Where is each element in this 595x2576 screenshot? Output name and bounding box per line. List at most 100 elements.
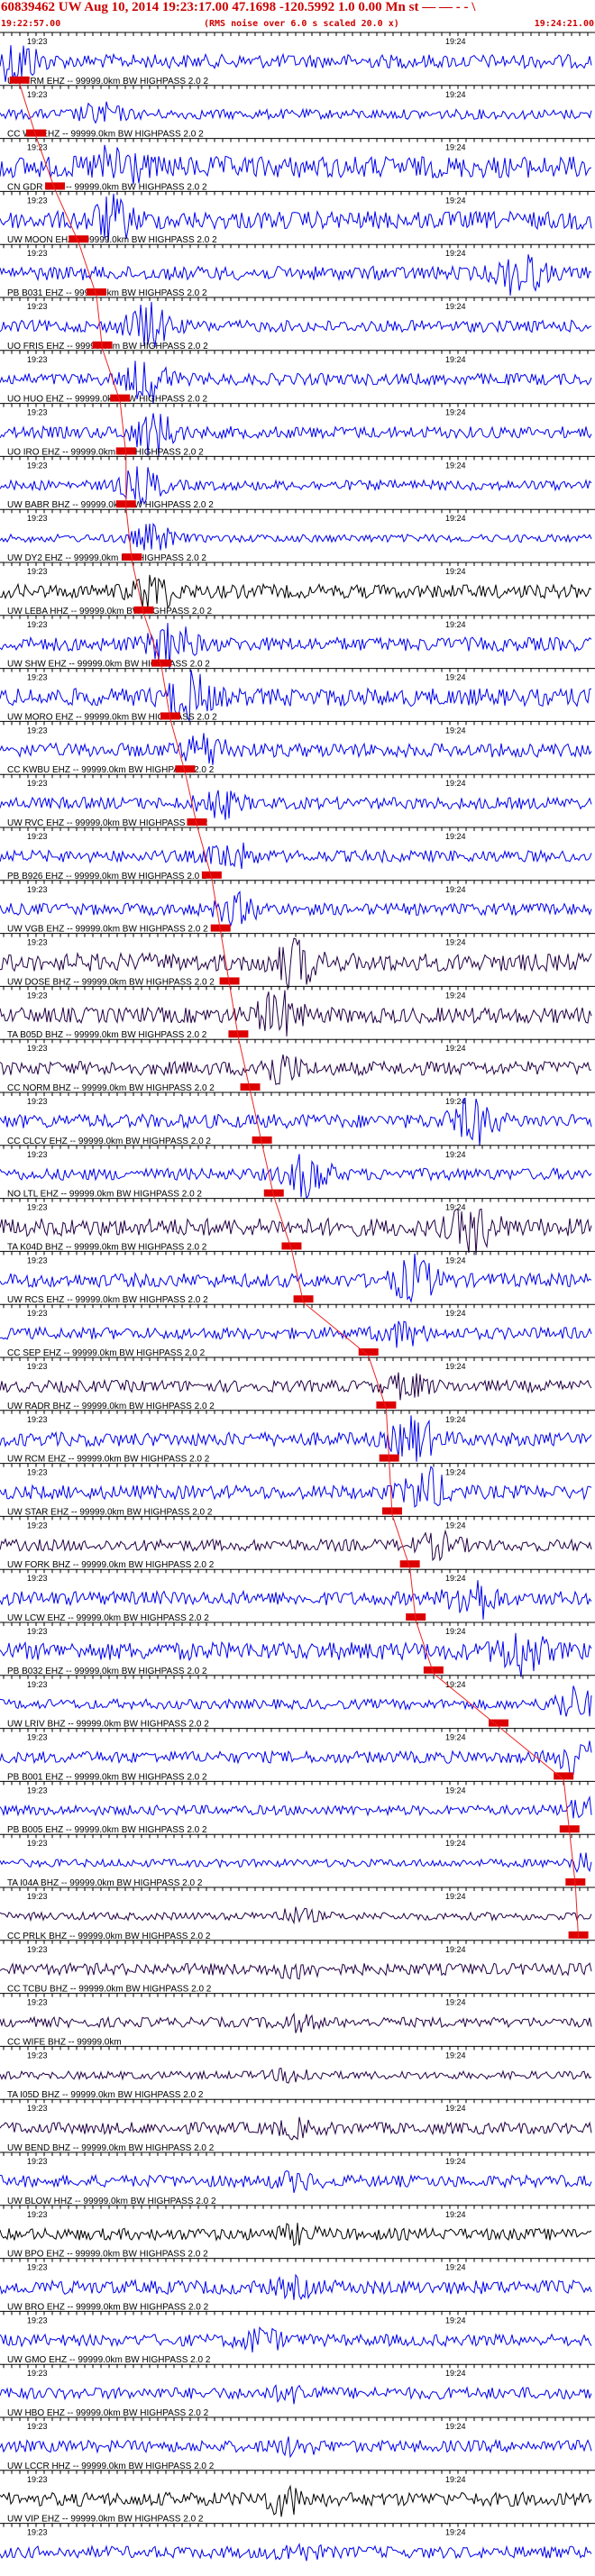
tick-label-1924: 19:24 [445,991,466,1000]
tick-label-1924: 19:24 [445,2210,466,2219]
tick-label-1923: 19:23 [27,1309,48,1318]
waveform-trace [0,254,592,296]
trace-label: PB B001 EHZ -- 99999.0km BW HIGHPASS 2.0… [7,1772,207,1782]
tick-label-1923: 19:23 [27,1097,48,1106]
tick-label-1924: 19:24 [445,1415,466,1424]
tick-label-1924: 19:24 [445,1945,466,1954]
trace-label: UW BRO EHZ -- 99999.0km BW HIGHPASS 2.0 … [7,2302,209,2312]
pick-marker [86,288,106,296]
trace-label: PB B926 EHZ -- 99999.0km BW HIGHPASS 2.0… [7,872,207,882]
pick-marker [554,1772,574,1780]
waveform-trace [0,45,592,82]
tick-label-1924: 19:24 [445,1521,466,1530]
tick-label-1924: 19:24 [445,1786,466,1795]
trace-label: UW LCCR HHZ -- 99999.0km BW HIGHPASS 2.0… [7,2462,215,2471]
tick-label-1924: 19:24 [445,1309,466,1318]
tick-label-1924: 19:24 [445,673,466,682]
waveform-trace [0,522,592,551]
tick-label-1923: 19:23 [27,196,48,205]
tick-label-1924: 19:24 [445,885,466,894]
pick-marker [228,1030,249,1038]
trace-label: CC NORM BHZ -- 99999.0km BW HIGHPASS 2.0… [7,1083,215,1093]
plot-header: 60839462 UW Aug 10, 2014 19:23:17.00 47.… [0,0,595,32]
tick-label-1923: 19:23 [27,143,48,152]
tick-label-1923: 19:23 [27,2475,48,2484]
pick-marker [281,1242,302,1250]
tick-label-1923: 19:23 [27,726,48,735]
trace-label: UW SHW EHZ -- 99999.0km BW HIGHPASS 2.0 … [7,660,210,670]
trace-label: UW LRIV BHZ -- 99999.0km BW HIGHPASS 2.0… [7,1720,209,1730]
pick-marker [252,1136,272,1144]
tick-label-1924: 19:24 [445,1044,466,1053]
waveform-trace [0,361,592,404]
pick-marker [376,1401,397,1409]
waveform-trace [0,1740,592,1776]
tick-label-1923: 19:23 [27,1150,48,1159]
waveform-trace [0,1685,592,1717]
tick-label-1923: 19:23 [27,832,48,841]
trace-label: UW MOON EHZ -- 99999.0km BW HIGHPASS 2.0… [7,235,217,245]
tick-label-1924: 19:24 [445,2157,466,2166]
waveform-trace [0,1632,592,1677]
tick-label-1923: 19:23 [27,2104,48,2113]
waveform-trace [0,2325,592,2352]
waveform-trace [0,2273,592,2300]
pick-marker [263,1189,284,1197]
tick-label-1924: 19:24 [445,1203,466,1212]
tick-label-1924: 19:24 [445,832,466,841]
tick-label-1924: 19:24 [445,1362,466,1371]
trace-label: UW HBO EHZ -- 99999.0km BW HIGHPASS 2.0 … [7,2408,209,2418]
waveform-trace [0,1154,592,1200]
tick-label-1923: 19:23 [27,567,48,576]
tick-label-1923: 19:23 [27,1362,48,1371]
tick-label-1924: 19:24 [445,355,466,364]
pick-marker [9,76,30,84]
trace-label: UW DOSE BHZ -- 99999.0km BW HIGHPASS 2.0… [7,977,215,987]
waveform-trace [0,466,592,506]
waveform-trace [0,301,592,347]
waveform-trace [0,937,592,989]
trace-label: CC PRLK BHZ -- 99999.0km BW HIGHPASS 2.0… [7,1932,211,1941]
pick-marker [423,1666,444,1674]
tick-label-1924: 19:24 [445,2528,466,2537]
pick-marker [240,1083,261,1091]
tick-label-1923: 19:23 [27,249,48,258]
waveform-trace [0,890,592,927]
tick-label-1923: 19:23 [27,1733,48,1742]
trace-label: TA B05D BHZ -- 99999.0km BW HIGHPASS 2.0… [7,1030,207,1040]
tick-label-1923: 19:23 [27,885,48,894]
waveform-trace [0,193,592,243]
waveform-trace [0,2484,592,2517]
waveform-trace [0,2223,592,2247]
tick-label-1924: 19:24 [445,938,466,947]
tick-label-1924: 19:24 [445,1998,466,2007]
start-time: 19:22:57.00 [1,19,61,29]
trace-label: CC WIZ EHZ -- 99999.0km BW HIGHPASS 2.0 … [7,130,204,140]
tick-label-1924: 19:24 [445,514,466,523]
trace-label: PB B032 EHZ -- 99999.0km BW HIGHPASS 2.0… [7,1667,207,1676]
tick-label-1923: 19:23 [27,2210,48,2219]
scaling-note: (RMS noise over 6.0 s scaled 20.0 x) [204,19,399,29]
pick-marker [26,129,47,137]
tick-label-1923: 19:23 [27,938,48,947]
pick-marker [160,712,180,720]
waveform-trace [0,1529,592,1562]
tick-label-1923: 19:23 [27,90,48,99]
pick-marker [489,1719,509,1727]
waveform-trace [0,2068,592,2084]
trace-label: UW RCM EHZ -- 99999.0km BW HIGHPASS 2.0 … [7,1455,210,1465]
pick-marker [219,977,240,985]
waveform-trace [0,413,592,457]
tick-label-1923: 19:23 [27,1945,48,1954]
waveform-trace [0,1852,592,1873]
pick-marker [110,394,131,402]
tick-label-1923: 19:23 [27,1627,48,1636]
trace-label: PB B005 EHZ -- 99999.0km BW HIGHPASS 2.0… [7,1825,207,1835]
tick-label-1923: 19:23 [27,1786,48,1795]
tick-label-1924: 19:24 [445,1574,466,1583]
tick-label-1923: 19:23 [27,2316,48,2325]
tick-label-1924: 19:24 [445,1097,466,1106]
tick-label-1923: 19:23 [27,1574,48,1583]
trace-label: UW RCS EHZ -- 99999.0km BW HIGHPASS 2.0 … [7,1295,208,1305]
trace-label: UW RVC EHZ -- 99999.0km BW HIGHPASS 2.0 … [7,818,208,828]
